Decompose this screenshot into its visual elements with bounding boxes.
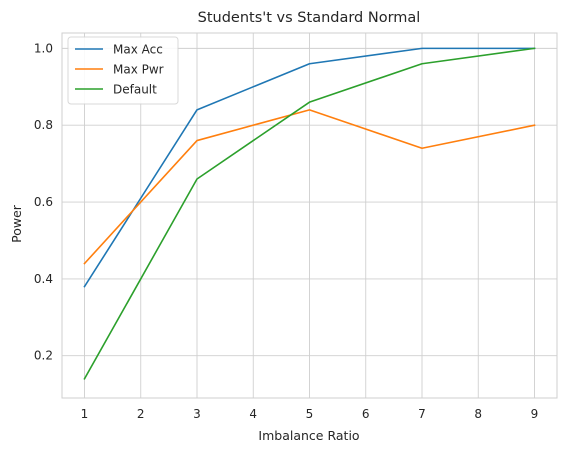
x-tick-label: 6 — [362, 407, 370, 421]
plot-area-frame — [61, 32, 558, 399]
x-tick-labels: 1 2 3 4 5 6 7 8 9 — [81, 407, 539, 421]
y-tick-label: 0.8 — [34, 118, 53, 132]
x-tick-label: 2 — [137, 407, 145, 421]
series-line-max-acc — [83, 47, 536, 288]
chart-title: Students't vs Standard Normal — [198, 10, 421, 26]
y-axis-label: Power — [9, 204, 24, 243]
y-tick-label: 1.0 — [34, 41, 53, 55]
y-tick-label: 0.6 — [34, 195, 53, 209]
legend-label-max-pwr: Max Pwr — [113, 63, 164, 77]
x-tick-label: 9 — [531, 407, 539, 421]
series-line-default — [83, 47, 536, 380]
x-tick-label: 4 — [249, 407, 257, 421]
legend-box — [67, 36, 179, 105]
x-tick-label: 8 — [474, 407, 482, 421]
x-tick-label: 5 — [306, 407, 314, 421]
series-layer — [83, 47, 536, 380]
x-tick-label: 1 — [81, 407, 89, 421]
legend: Max Acc Max Pwr Default — [67, 36, 179, 105]
y-tick-label: 0.4 — [34, 272, 53, 286]
legend-label-max-acc: Max Acc — [113, 43, 163, 57]
y-tick-labels: 0.2 0.4 0.6 0.8 1.0 — [34, 41, 53, 362]
x-tick-label: 3 — [193, 407, 201, 421]
legend-label-default: Default — [113, 83, 157, 97]
x-axis-label: Imbalance Ratio — [258, 428, 359, 443]
y-tick-label: 0.2 — [34, 349, 53, 363]
x-tick-label: 7 — [418, 407, 426, 421]
series-line-max-pwr — [83, 109, 536, 265]
